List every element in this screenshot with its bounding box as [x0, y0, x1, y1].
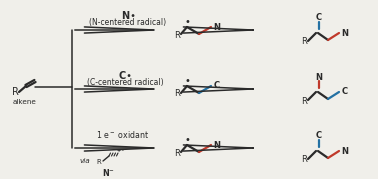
Text: C$\bullet$: C$\bullet$: [118, 69, 132, 81]
Text: R: R: [12, 87, 19, 97]
Text: N$^{-}$: N$^{-}$: [102, 168, 115, 178]
Text: (C-centered radical): (C-centered radical): [87, 79, 163, 88]
Text: R: R: [301, 96, 307, 105]
Text: C: C: [316, 13, 322, 23]
Text: •: •: [184, 135, 190, 145]
Text: N$\bullet$: N$\bullet$: [121, 9, 135, 21]
Text: •: •: [184, 17, 190, 27]
Text: R: R: [174, 30, 180, 40]
Text: N: N: [214, 23, 220, 32]
Text: alkene: alkene: [13, 99, 37, 105]
Text: $^{\mathbf{+\bullet}}$: $^{\mathbf{+\bullet}}$: [116, 148, 124, 154]
Text: N: N: [316, 72, 322, 81]
Text: (N-centered radical): (N-centered radical): [90, 18, 167, 28]
Text: N: N: [214, 141, 220, 149]
Text: C: C: [214, 81, 220, 91]
Text: R: R: [301, 37, 307, 47]
Text: R: R: [174, 90, 180, 98]
Text: R: R: [174, 149, 180, 158]
Text: via: via: [80, 158, 90, 164]
Text: N: N: [341, 146, 349, 156]
Text: •: •: [184, 76, 190, 86]
Text: N: N: [341, 28, 349, 37]
Text: R: R: [301, 156, 307, 165]
Text: C: C: [316, 132, 322, 141]
Text: 1 e$^-$ oxidant: 1 e$^-$ oxidant: [96, 129, 150, 141]
Text: R: R: [97, 159, 101, 165]
Text: C: C: [342, 88, 348, 96]
